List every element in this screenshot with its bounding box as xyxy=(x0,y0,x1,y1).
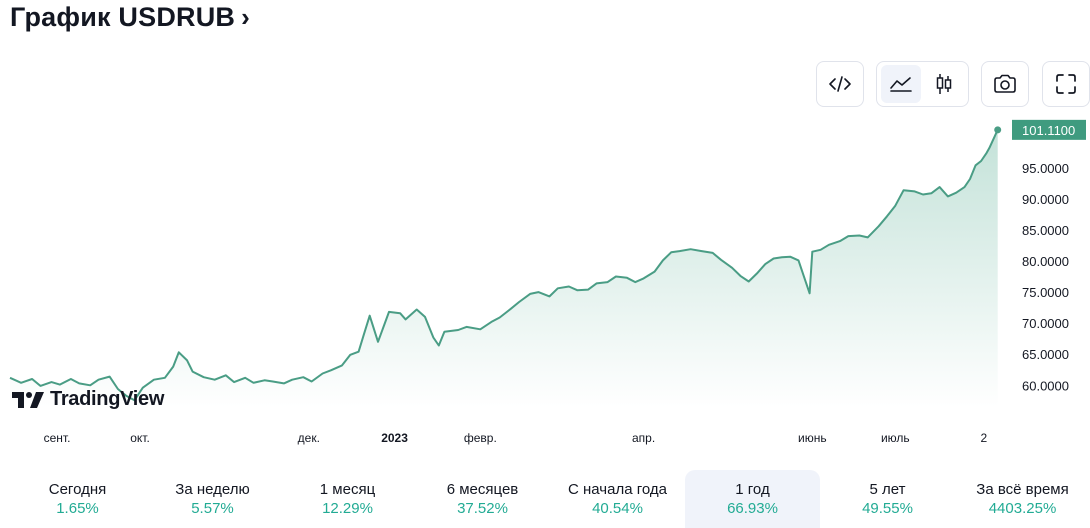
x-tick-label: 2023 xyxy=(381,431,408,445)
y-tick-label: 90.0000 xyxy=(1022,192,1069,207)
period-change: 12.29% xyxy=(322,500,373,517)
period-label: За всё время xyxy=(976,481,1069,498)
last-price-point xyxy=(994,126,1002,134)
period-change: 66.93% xyxy=(727,500,778,517)
period-label: 1 месяц xyxy=(319,481,376,498)
period-ytd[interactable]: С начала года 40.54% xyxy=(550,470,685,528)
x-tick-label: февр. xyxy=(464,431,497,445)
period-change: 49.55% xyxy=(862,500,913,517)
price-chart[interactable]: 95.0000 90.0000 85.0000 80.0000 75.0000 70.00… xyxy=(0,115,1090,455)
code-icon xyxy=(829,76,851,92)
period-change: 4403.25% xyxy=(988,500,1057,517)
x-tick-label: сент. xyxy=(44,431,71,445)
tradingview-logo-icon xyxy=(12,391,44,408)
period-change: 1.65% xyxy=(56,500,99,517)
y-tick-label: 60.0000 xyxy=(1022,378,1069,393)
period-label: 6 месяцев xyxy=(446,481,519,498)
embed-button[interactable] xyxy=(816,61,864,107)
price-area-fill xyxy=(10,129,998,408)
y-tick-label: 75.0000 xyxy=(1022,285,1069,300)
x-tick-label: окт. xyxy=(130,431,150,445)
period-5-years[interactable]: 5 лет 49.55% xyxy=(820,470,955,528)
last-price-label: 101.1100 xyxy=(1022,123,1075,138)
period-today[interactable]: Сегодня 1.65% xyxy=(10,470,145,528)
price-series-line[interactable] xyxy=(9,129,999,402)
period-1-year[interactable]: 1 год 66.93% xyxy=(685,470,820,528)
chevron-right-icon: › xyxy=(241,2,250,32)
period-week[interactable]: За неделю 5.57% xyxy=(145,470,280,528)
candles-icon xyxy=(936,74,951,94)
period-label: Сегодня xyxy=(48,481,107,498)
candles-button[interactable] xyxy=(924,65,964,103)
fullscreen-icon xyxy=(1056,74,1076,94)
y-tick-label: 65.0000 xyxy=(1022,347,1069,362)
x-tick-label: июль xyxy=(881,431,910,445)
period-change: 5.57% xyxy=(191,500,234,517)
title-text: График USDRUB xyxy=(10,2,236,32)
area-chart-button[interactable] xyxy=(881,65,922,103)
period-label: 1 год xyxy=(735,481,770,498)
camera-icon xyxy=(994,74,1016,93)
x-tick-label: июнь xyxy=(798,431,827,445)
y-tick-label: 95.0000 xyxy=(1022,161,1069,176)
y-tick-label: 85.0000 xyxy=(1022,223,1069,238)
period-all-time[interactable]: За всё время 4403.25% xyxy=(955,470,1090,528)
snapshot-button[interactable] xyxy=(981,61,1029,107)
period-label: С начала года xyxy=(568,481,667,498)
page-title[interactable]: График USDRUB › xyxy=(10,2,250,33)
period-selector: Сегодня 1.65% За неделю 5.57% 1 месяц 12… xyxy=(10,470,1090,528)
tradingview-logo-text: TradingView xyxy=(50,388,165,410)
period-change: 40.54% xyxy=(592,500,643,517)
x-tick-label: дек. xyxy=(298,431,320,445)
period-label: 5 лет xyxy=(869,481,906,498)
x-tick-label: апр. xyxy=(632,431,655,445)
fullscreen-button[interactable] xyxy=(1042,61,1090,107)
y-tick-label: 80.0000 xyxy=(1022,254,1069,269)
period-6-months[interactable]: 6 месяцев 37.52% xyxy=(415,470,550,528)
period-1-month[interactable]: 1 месяц 12.29% xyxy=(280,470,415,528)
y-tick-label: 70.0000 xyxy=(1022,316,1069,331)
area-chart-icon xyxy=(890,77,913,92)
x-tick-label: 2 xyxy=(981,431,988,445)
chart-type-toggle xyxy=(876,61,969,107)
last-price-badge xyxy=(1012,119,1086,140)
period-label: За неделю xyxy=(175,481,250,498)
period-change: 37.52% xyxy=(457,500,508,517)
tradingview-logo[interactable]: TradingView xyxy=(12,388,164,411)
